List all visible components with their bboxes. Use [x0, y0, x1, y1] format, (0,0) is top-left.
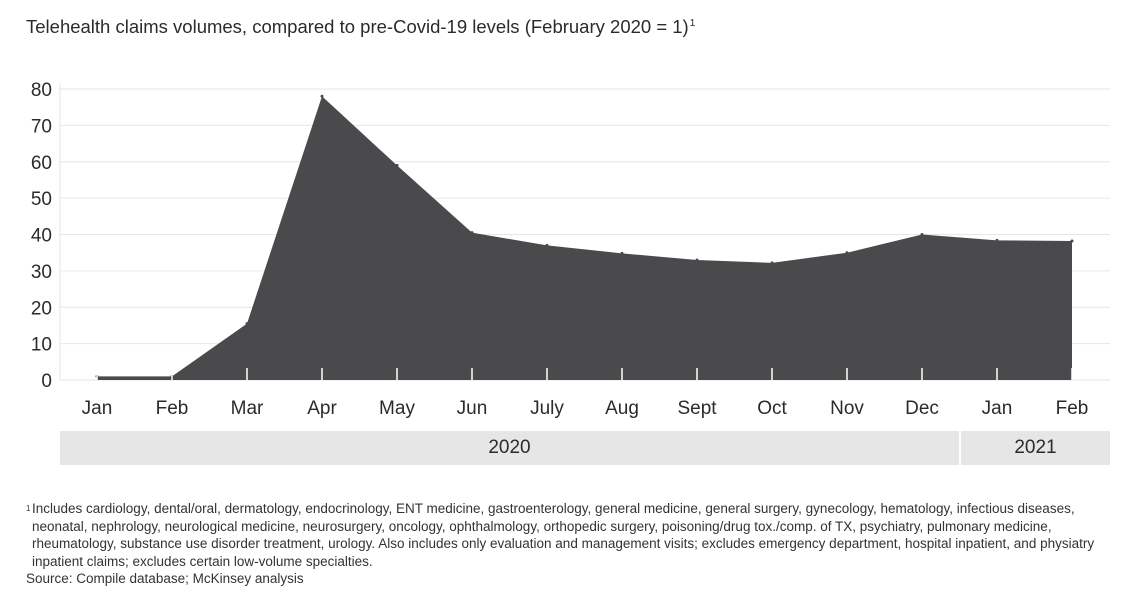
source-note: Source: Compile database; McKinsey analy… — [26, 571, 304, 586]
y-tick-label: 30 — [31, 262, 52, 283]
x-tick-label: Feb — [1056, 398, 1089, 419]
x-tick-label: Feb — [156, 398, 189, 419]
year-band-2021: 2021 — [961, 431, 1110, 465]
x-tick-label: July — [530, 398, 564, 419]
title-footnote-marker: 1 — [689, 17, 696, 29]
footnote-marker: 1 — [26, 504, 31, 513]
data-point — [845, 251, 849, 255]
x-tick-label: Dec — [905, 398, 939, 419]
x-tick-label: Aug — [605, 398, 639, 419]
x-tick-label: Apr — [307, 398, 337, 419]
data-point — [545, 243, 549, 247]
y-tick-label: 70 — [31, 116, 52, 137]
data-point — [320, 94, 324, 98]
footnote: 1 Includes cardiology, dental/oral, derm… — [26, 500, 1116, 570]
chart-title: Telehealth claims volumes, compared to p… — [26, 16, 695, 38]
y-tick-label: 50 — [31, 189, 52, 210]
year-band-2020: 2020 — [60, 431, 959, 465]
x-tick-label: Jan — [982, 398, 1013, 419]
x-tick-label: Jun — [457, 398, 488, 419]
y-tick-label: 20 — [31, 298, 52, 319]
data-point — [245, 322, 249, 326]
y-tick-label: 0 — [41, 371, 52, 392]
x-tick-label: Mar — [231, 398, 264, 419]
y-tick-label: 80 — [31, 80, 52, 101]
x-tick-label: Sept — [677, 398, 717, 419]
x-tick-label: Jan — [82, 398, 113, 419]
data-point — [1070, 239, 1074, 243]
data-point — [695, 258, 699, 262]
y-tick-label: 60 — [31, 153, 52, 174]
x-tick-label: May — [379, 398, 415, 419]
area-series — [97, 96, 1072, 381]
area-chart: 0 10 20 30 40 50 60 70 80 Jan Feb Mar Apr May Jun July A… — [31, 80, 1110, 419]
footnote-text: Includes cardiology, dental/oral, dermat… — [32, 501, 1095, 569]
y-tick-label: 10 — [31, 335, 52, 356]
chart-title-text: Telehealth claims volumes, compared to p… — [26, 16, 689, 37]
data-point — [620, 251, 624, 255]
y-tick-label: 40 — [31, 226, 52, 247]
data-point — [920, 233, 924, 236]
data-point — [395, 163, 399, 167]
data-point — [995, 238, 999, 242]
data-point — [470, 231, 474, 235]
data-point — [770, 261, 774, 265]
x-tick-label: Nov — [830, 398, 864, 419]
x-tick-label: Oct — [757, 398, 787, 419]
